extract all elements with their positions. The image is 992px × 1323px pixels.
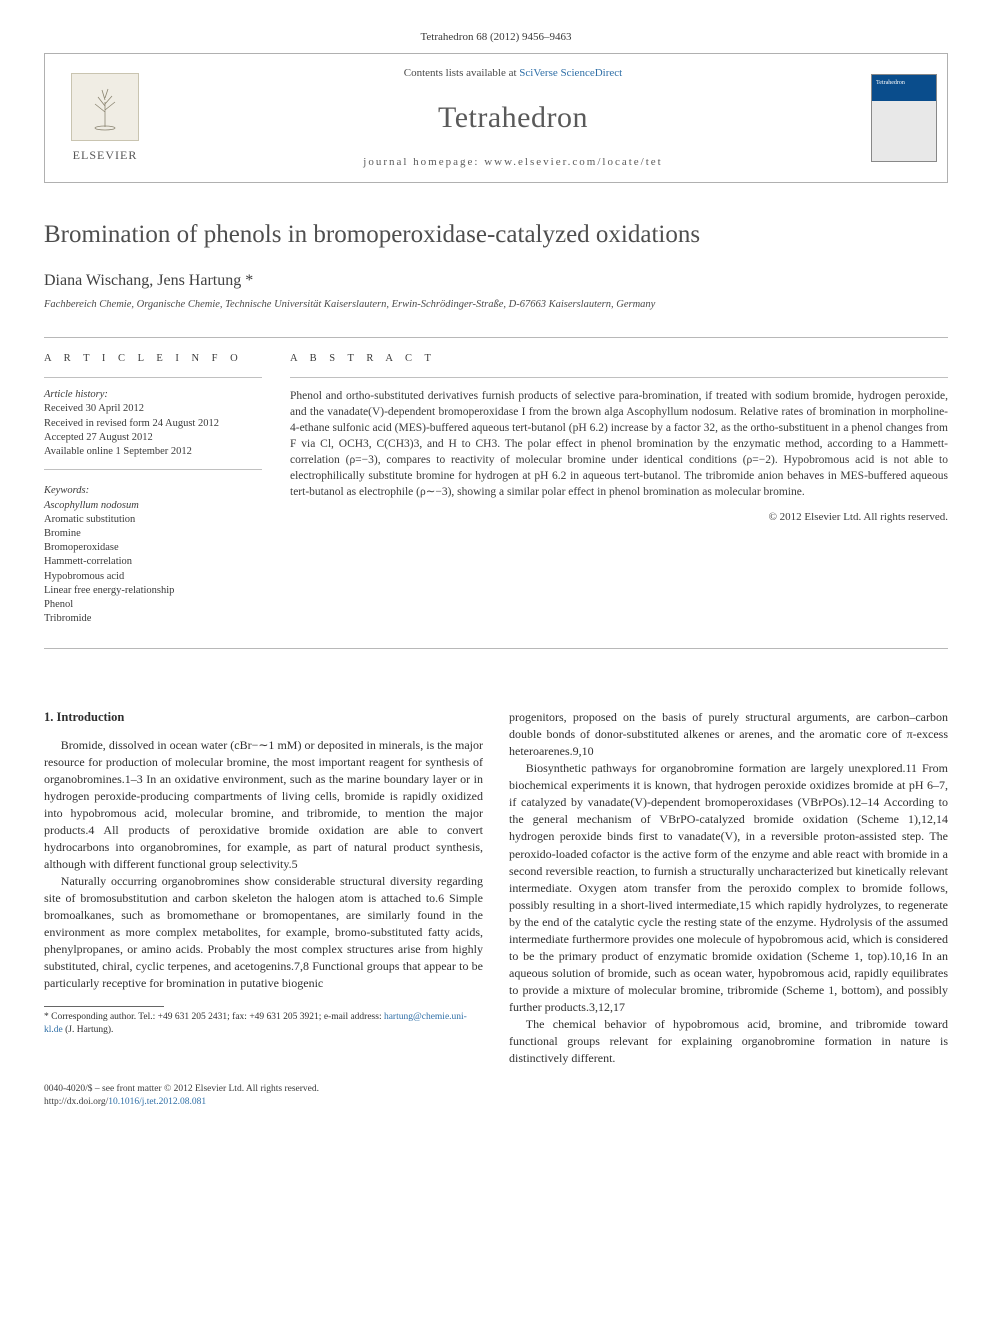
- issn-line: 0040-4020/$ – see front matter © 2012 El…: [44, 1083, 319, 1096]
- section-heading-intro: 1. Introduction: [44, 709, 483, 727]
- journal-cover-thumbnail: Tetrahedron: [871, 74, 937, 162]
- keyword-item: Ascophyllum nodosum: [44, 499, 262, 513]
- keyword-item: Linear free energy-relationship: [44, 584, 262, 598]
- abstract-column: A B S T R A C T Phenol and ortho-substit…: [290, 352, 948, 626]
- keyword-item: Aromatic substitution: [44, 513, 262, 527]
- body-paragraph: progenitors, proposed on the basis of pu…: [509, 709, 948, 760]
- corresponding-author-footnote: * Corresponding author. Tel.: +49 631 20…: [44, 1011, 483, 1036]
- homepage-prefix: journal homepage:: [363, 156, 484, 168]
- doi-line: http://dx.doi.org/10.1016/j.tet.2012.08.…: [44, 1096, 319, 1109]
- body-paragraph: Bromide, dissolved in ocean water (cBr−∼…: [44, 737, 483, 873]
- abstract-text: Phenol and ortho-substituted derivatives…: [290, 388, 948, 501]
- keyword-item: Bromine: [44, 527, 262, 541]
- publisher-name: ELSEVIER: [73, 147, 138, 164]
- keyword-item: Bromoperoxidase: [44, 541, 262, 555]
- article-info-heading: A R T I C L E I N F O: [44, 352, 262, 367]
- keyword-item: Hammett-correlation: [44, 555, 262, 569]
- journal-header: ELSEVIER Contents lists available at Sci…: [44, 53, 948, 183]
- keywords-divider: [44, 469, 262, 470]
- body-paragraph: The chemical behavior of hypobromous aci…: [509, 1016, 948, 1067]
- history-online: Available online 1 September 2012: [44, 445, 262, 459]
- abstract-heading: A B S T R A C T: [290, 352, 948, 367]
- keyword-item: Tribromide: [44, 612, 262, 626]
- cover-thumbnail-cell: Tetrahedron: [861, 54, 947, 182]
- keyword-item: Phenol: [44, 598, 262, 612]
- keyword-item: Hypobromous acid: [44, 570, 262, 584]
- article-info-column: A R T I C L E I N F O Article history: R…: [44, 352, 262, 626]
- abstract-copyright: © 2012 Elsevier Ltd. All rights reserved…: [290, 510, 948, 525]
- divider-top: [44, 337, 948, 338]
- footer-left: 0040-4020/$ – see front matter © 2012 El…: [44, 1083, 319, 1110]
- journal-homepage-line: journal homepage: www.elsevier.com/locat…: [363, 155, 662, 170]
- body-paragraph: Naturally occurring organobromines show …: [44, 873, 483, 992]
- abstract-divider: [290, 377, 948, 378]
- history-accepted: Accepted 27 August 2012: [44, 431, 262, 445]
- elsevier-tree-icon: [71, 73, 139, 141]
- doi-prefix: http://dx.doi.org/: [44, 1097, 108, 1107]
- history-label: Article history:: [44, 388, 262, 403]
- footnote-text: * Corresponding author. Tel.: +49 631 20…: [44, 1012, 384, 1022]
- header-center: Contents lists available at SciVerse Sci…: [165, 54, 861, 182]
- meta-abstract-row: A R T I C L E I N F O Article history: R…: [44, 352, 948, 626]
- body-columns: 1. Introduction Bromide, dissolved in oc…: [44, 709, 948, 1067]
- footnote-suffix: (J. Hartung).: [63, 1025, 114, 1035]
- sciencedirect-link[interactable]: SciVerse ScienceDirect: [519, 67, 622, 79]
- article-title: Bromination of phenols in bromoperoxidas…: [44, 219, 948, 252]
- author-list: Diana Wischang, Jens Hartung *: [44, 270, 948, 292]
- publisher-logo-cell: ELSEVIER: [45, 54, 165, 182]
- doi-link[interactable]: 10.1016/j.tet.2012.08.081: [108, 1097, 206, 1107]
- footnote-rule: [44, 1006, 164, 1007]
- contents-prefix: Contents lists available at: [404, 67, 519, 79]
- article-info-divider: [44, 377, 262, 378]
- affiliation: Fachbereich Chemie, Organische Chemie, T…: [44, 298, 948, 313]
- history-received: Received 30 April 2012: [44, 402, 262, 416]
- divider-bottom: [44, 648, 948, 649]
- journal-name: Tetrahedron: [438, 97, 588, 139]
- contents-available-line: Contents lists available at SciVerse Sci…: [404, 66, 622, 81]
- homepage-url[interactable]: www.elsevier.com/locate/tet: [484, 156, 663, 168]
- citation-line: Tetrahedron 68 (2012) 9456–9463: [44, 30, 948, 45]
- history-revised: Received in revised form 24 August 2012: [44, 417, 262, 431]
- page-footer: 0040-4020/$ – see front matter © 2012 El…: [44, 1083, 948, 1110]
- keywords-label: Keywords:: [44, 484, 262, 499]
- body-paragraph: Biosynthetic pathways for organobromine …: [509, 760, 948, 1015]
